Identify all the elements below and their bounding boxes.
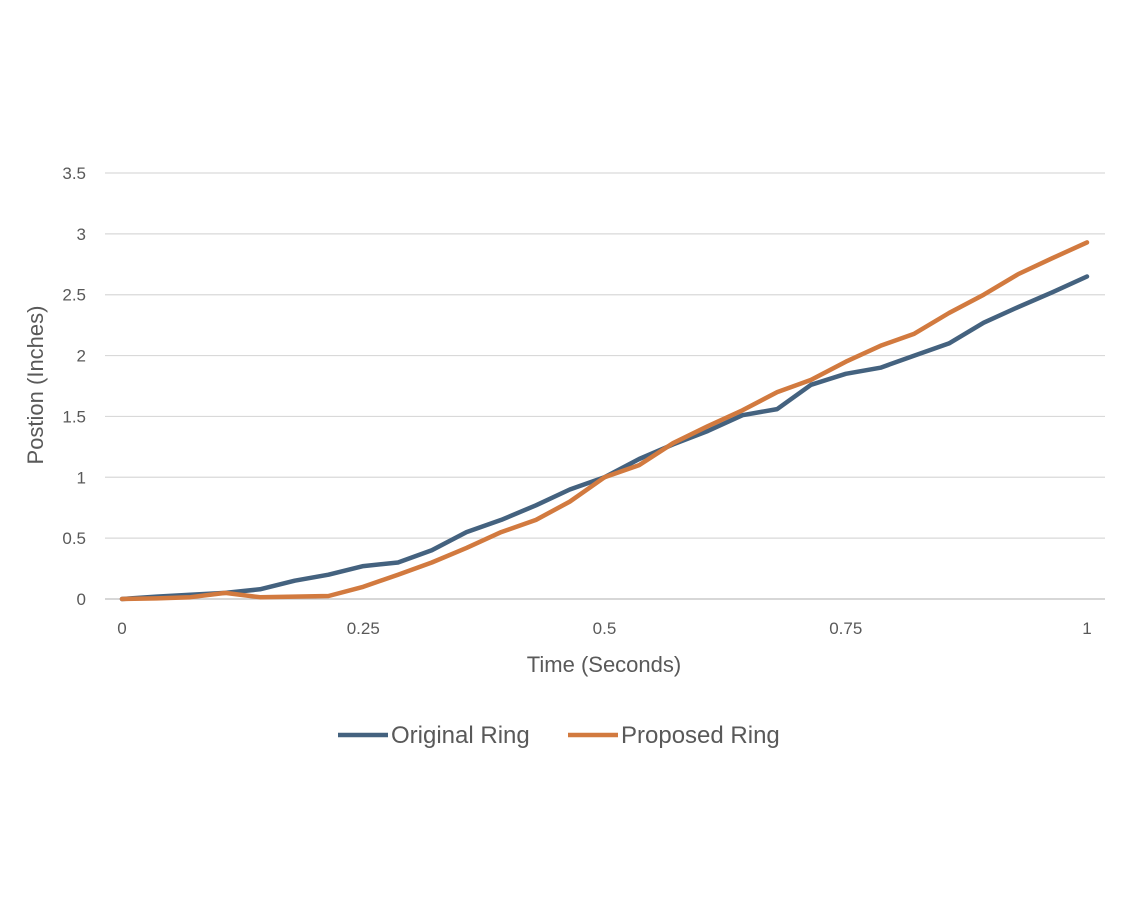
series-line-original-ring — [119, 274, 1090, 602]
y-tick-label: 2.5 — [62, 286, 86, 305]
x-tick-label: 0.75 — [829, 619, 862, 638]
y-tick-label: 3.5 — [62, 164, 86, 183]
legend-item-original-ring: Original Ring — [338, 722, 530, 749]
legend-item-proposed-ring: Proposed Ring — [568, 722, 780, 749]
series-line-proposed-ring — [119, 240, 1090, 602]
y-tick-label: 2 — [77, 347, 86, 366]
legend: Original Ring Proposed Ring — [338, 722, 780, 749]
y-tick-label: 1 — [77, 468, 86, 487]
legend-label: Proposed Ring — [621, 722, 780, 749]
x-axis-ticks: 0 0.25 0.5 0.75 1 — [117, 619, 1091, 638]
y-axis-ticks: 0 0.5 1 1.5 2 2.5 3 3.5 — [62, 164, 86, 609]
y-tick-label: 0.5 — [62, 529, 86, 548]
x-tick-label: 0.5 — [593, 619, 617, 638]
y-tick-label: 1.5 — [62, 407, 86, 426]
x-tick-label: 0 — [117, 619, 126, 638]
x-tick-label: 1 — [1082, 619, 1091, 638]
y-tick-label: 0 — [77, 590, 86, 609]
gridlines — [105, 172, 1105, 600]
y-tick-label: 3 — [77, 225, 86, 244]
x-axis-title: Time (Seconds) — [527, 652, 681, 677]
x-tick-label: 0.25 — [347, 619, 380, 638]
y-axis-title: Postion (Inches) — [23, 306, 48, 465]
series-lines — [119, 240, 1090, 602]
legend-label: Original Ring — [391, 722, 530, 749]
